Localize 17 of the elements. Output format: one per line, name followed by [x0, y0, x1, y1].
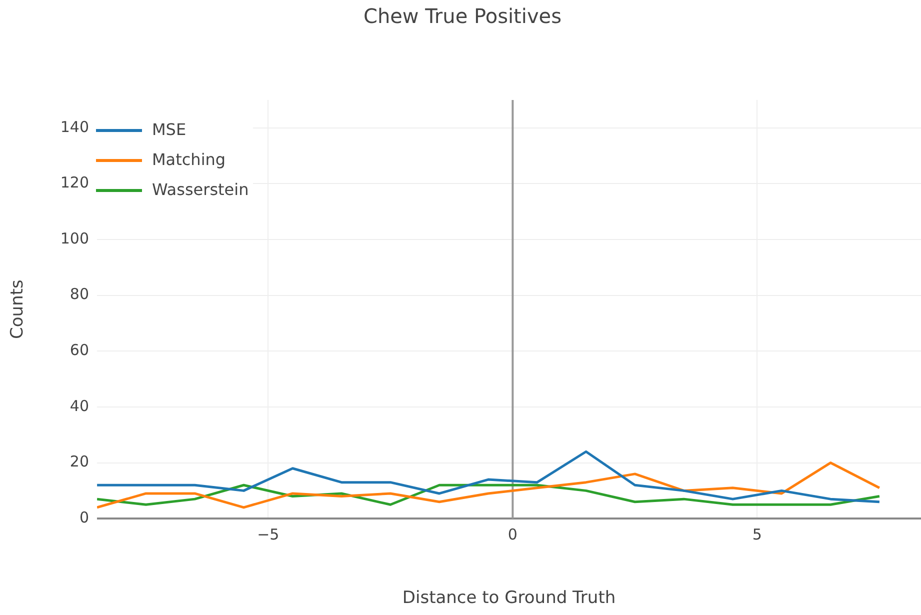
y-tick-label: 40 [70, 396, 90, 415]
x-axis-title: Distance to Ground Truth [402, 588, 616, 608]
x-tick-label: 5 [752, 525, 762, 544]
chart-title: Chew True Positives [363, 4, 562, 28]
legend-label: Matching [152, 149, 226, 171]
x-tick-label: −5 [257, 525, 280, 544]
y-tick-label: 80 [70, 285, 90, 304]
x-tick-label: 0 [508, 525, 518, 544]
y-axis-title: Counts [8, 279, 28, 339]
y-tick-label: 0 [79, 508, 90, 526]
y-tick-label: 20 [70, 452, 90, 471]
y-tick-label: 140 [60, 118, 90, 136]
legend-label: Wasserstein [152, 179, 249, 201]
y-tick-label: 60 [70, 341, 90, 360]
legend-label: MSE [152, 119, 186, 141]
y-tick-label: 100 [60, 229, 90, 248]
y-tick-label: 120 [60, 174, 90, 192]
